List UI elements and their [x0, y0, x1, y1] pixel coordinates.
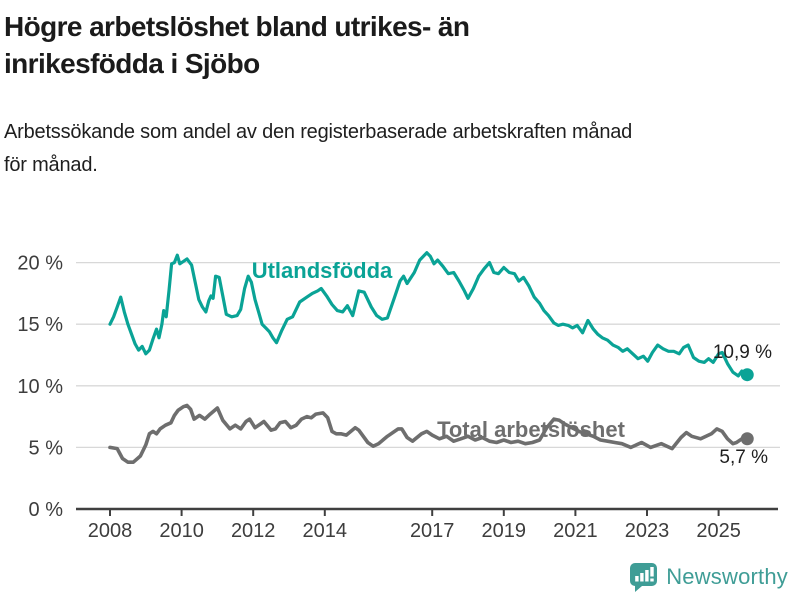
y-tick-label-15: 15 %: [17, 314, 63, 336]
series-line-utlandsfodda: [108, 251, 749, 378]
newsworthy-logo-icon: [630, 563, 658, 592]
bar-2: [640, 573, 644, 582]
series-label-utlandsfodda: Utlandsfödda: [252, 258, 393, 283]
x-tick-label-2019: 2019: [482, 520, 527, 542]
exclamation-bar: [650, 567, 654, 577]
y-tick-label-10: 10 %: [17, 376, 63, 398]
series-line-total: [108, 403, 750, 465]
x-tick-label-2008: 2008: [88, 520, 133, 542]
bar-3: [645, 570, 649, 582]
x-tick-label-2010: 2010: [159, 520, 204, 542]
newsworthy-wordmark: Newsworthy: [666, 564, 788, 589]
newsworthy-logo: Newsworthy: [629, 562, 788, 592]
x-tick-label-2025: 2025: [696, 520, 741, 542]
y-tick-label-0: 0 %: [29, 499, 64, 521]
end-value-label-total: 5,7 %: [719, 447, 768, 468]
page-title: Högre arbetslöshet bland utrikes- än inri…: [4, 11, 470, 79]
x-tick-label-2021: 2021: [553, 520, 598, 542]
x-tick-label-2017: 2017: [410, 520, 455, 542]
exclamation-dot: [650, 578, 654, 582]
bar-1: [635, 576, 639, 582]
x-tick-label-2014: 2014: [303, 520, 348, 542]
end-value-label-utlandsfodda: 10,9 %: [713, 342, 772, 363]
chart-header: Högre arbetslöshet bland utrikes- än inri…: [0, 0, 800, 182]
x-tick-label-2023: 2023: [625, 520, 670, 542]
y-tick-label-5: 5 %: [29, 437, 64, 459]
y-tick-label-20: 20 %: [17, 253, 63, 275]
series-end-dot-utlandsfodda: [740, 368, 754, 382]
x-tick-label-2012: 2012: [231, 520, 276, 542]
series-label-total: Total arbetslöshet: [437, 417, 626, 442]
series-end-dot-total: [740, 432, 754, 446]
page-subtitle: Arbetssökande som andel av den registerb…: [4, 121, 633, 176]
